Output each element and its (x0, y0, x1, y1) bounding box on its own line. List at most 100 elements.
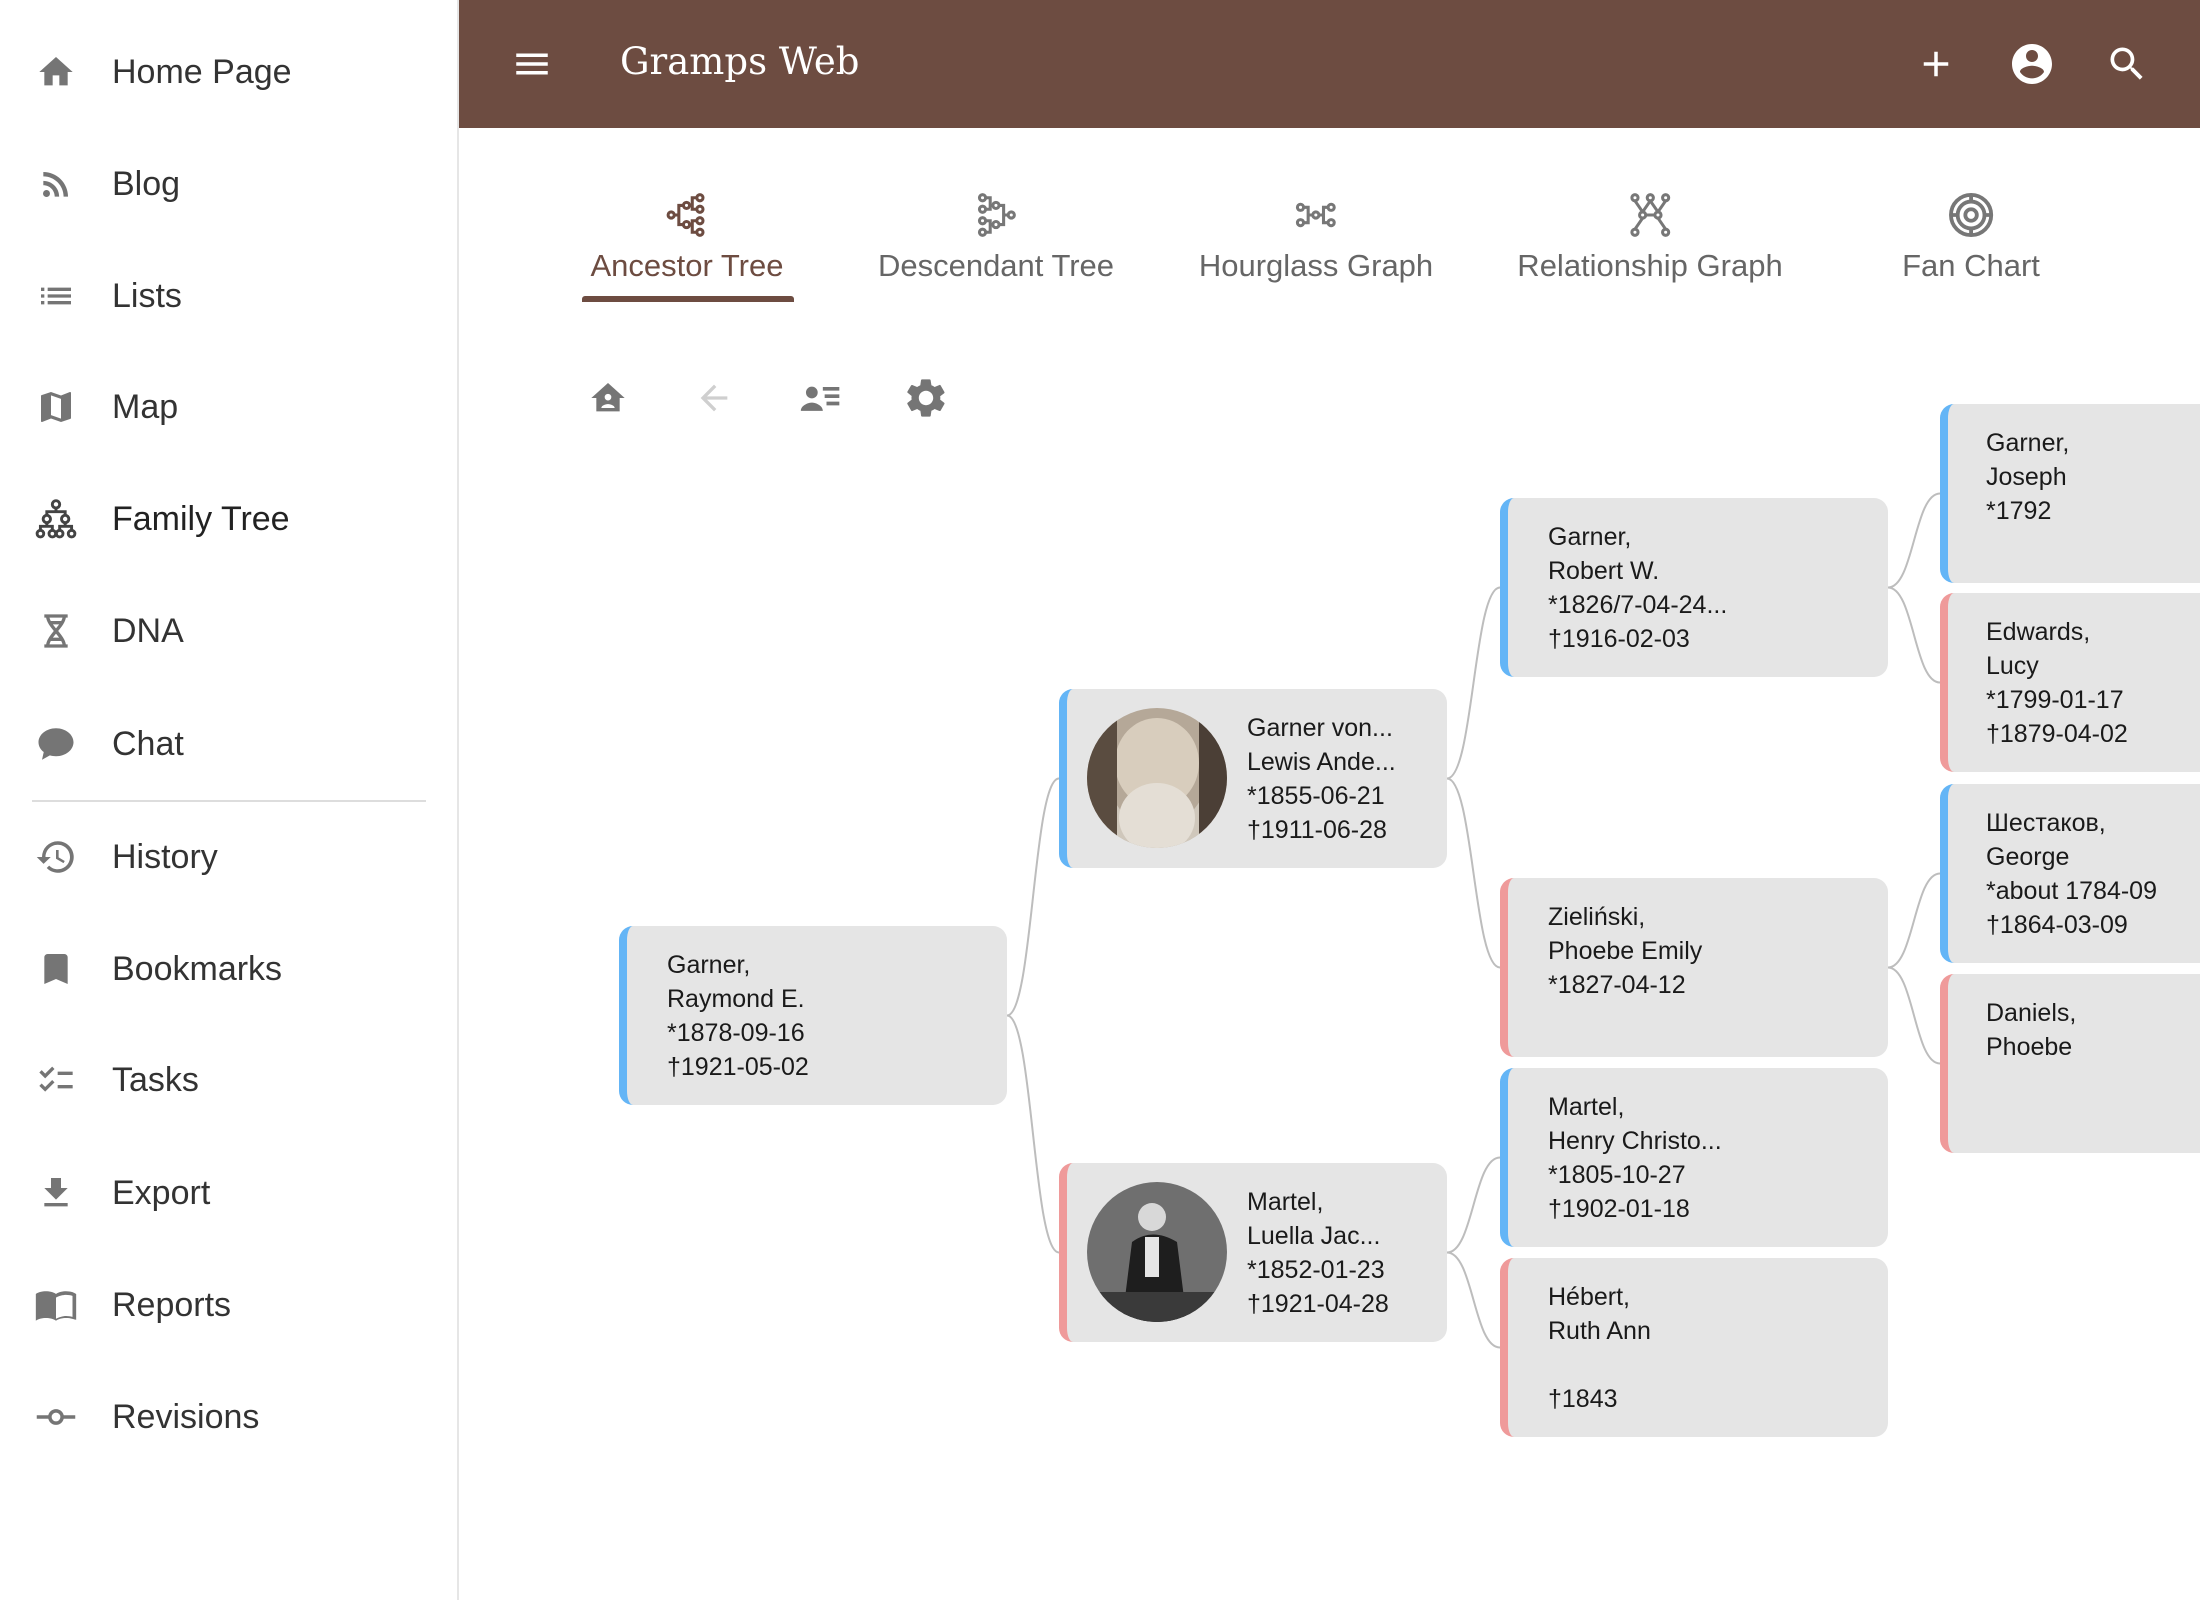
person-details: Daniels, Phoebe (1986, 996, 2076, 1132)
tab-label: Fan Chart (1902, 248, 2040, 283)
sidebar-divider (32, 800, 426, 802)
person-card[interactable]: Edwards, Lucy *1799-01-17 †1879-04-02 (1940, 593, 2200, 772)
parent-link (1006, 777, 1060, 1017)
person-given-name: Phoebe (1986, 1033, 2073, 1061)
list-icon (34, 274, 78, 318)
person-surname: Garner von... (1247, 714, 1393, 742)
history-icon (34, 835, 78, 879)
person-card[interactable]: Garner, Joseph *1792 (1940, 404, 2200, 583)
sidebar-item-lists[interactable]: Lists (0, 246, 457, 346)
sidebar-item-bookmarks[interactable]: Bookmarks (0, 919, 457, 1019)
book-icon (34, 1283, 78, 1327)
sidebar-item-home-page[interactable]: Home Page (0, 22, 457, 122)
person-birth: *1826/7-04-24... (1548, 591, 1728, 619)
sidebar-item-label: Home Page (112, 52, 292, 91)
sidebar-item-label: Family Tree (112, 499, 290, 538)
person-card[interactable]: Zieliński, Phoebe Emily *1827-04-12 (1500, 878, 1888, 1057)
search-icon[interactable] (2103, 40, 2151, 88)
person-birth (1548, 1348, 1651, 1382)
tasks-icon (34, 1058, 78, 1102)
person-details: Martel, Henry Christo... *1805-10-27 †1902-… (1548, 1090, 1722, 1226)
rss-icon (34, 162, 78, 206)
sidebar-item-label: Chat (112, 724, 184, 763)
chat-icon (34, 722, 78, 766)
parent-link (1887, 966, 1941, 1065)
person-surname: Martel, (1548, 1093, 1625, 1121)
person-surname: Garner, (1548, 523, 1632, 551)
person-death: †1911-06-28 (1247, 816, 1387, 844)
person-death: †1916-02-03 (1548, 625, 1690, 653)
back-arrow-icon[interactable] (690, 374, 738, 422)
home-icon (34, 50, 78, 94)
person-list-icon[interactable] (797, 374, 845, 422)
sidebar-item-dna[interactable]: DNA (0, 581, 457, 681)
tab-label: Descendant Tree (877, 248, 1115, 283)
tab-label: Ancestor Tree (590, 248, 784, 283)
person-death: †1921-04-28 (1247, 1290, 1389, 1318)
sidebar-item-reports[interactable]: Reports (0, 1255, 457, 1355)
person-birth: *1805-10-27 (1548, 1161, 1686, 1189)
sidebar-item-label: DNA (112, 611, 184, 650)
home-person-icon[interactable] (584, 374, 632, 422)
parent-link (1446, 1251, 1501, 1349)
person-card[interactable]: Martel, Henry Christo... *1805-10-27 †1902-… (1500, 1068, 1888, 1247)
person-death (1548, 1002, 1702, 1036)
person-card[interactable]: Daniels, Phoebe (1940, 974, 2200, 1153)
person-death: †1864-03-09 (1986, 911, 2128, 939)
sidebar-item-label: Lists (112, 276, 182, 315)
sidebar-item-chat[interactable]: Chat (0, 694, 457, 794)
parent-link (1887, 872, 1941, 969)
person-details: Edwards, Lucy *1799-01-17 †1879-04-02 (1986, 615, 2128, 751)
tab-ancestor-tree[interactable]: Ancestor Tree (590, 190, 784, 300)
person-death (1986, 528, 2069, 562)
person-photo (1087, 1182, 1227, 1322)
tab-fan-chart[interactable]: Fan Chart (1902, 190, 2040, 300)
person-given-name: Robert W. (1548, 557, 1660, 585)
person-card[interactable]: Martel, Luella Jac... *1852-01-23 †1921-04-… (1059, 1163, 1447, 1342)
tab-label: Hourglass Graph (1198, 248, 1434, 283)
sidebar-item-label: Revisions (112, 1397, 260, 1436)
tab-hourglass-graph[interactable]: Hourglass Graph (1199, 190, 1433, 300)
sidebar-item-blog[interactable]: Blog (0, 134, 457, 234)
person-given-name: Luella Jac... (1247, 1222, 1381, 1250)
hourglass-graph-icon (1199, 190, 1433, 240)
sidebar-item-tasks[interactable]: Tasks (0, 1030, 457, 1130)
sidebar-item-revisions[interactable]: Revisions (0, 1367, 457, 1467)
person-card[interactable]: Garner von... Lewis Ande... *1855-06-21 †19… (1059, 689, 1447, 868)
commit-icon (34, 1395, 78, 1439)
person-birth: *1855-06-21 (1247, 782, 1385, 810)
map-icon (34, 385, 78, 429)
tab-relationship-graph[interactable]: Relationship Graph (1517, 190, 1783, 300)
app-bar: Gramps Web (459, 0, 2200, 128)
person-surname: Zieliński, (1548, 903, 1646, 931)
menu-icon[interactable] (508, 40, 556, 88)
family-tree-icon (34, 497, 78, 541)
person-card[interactable]: Шестаков, George *about 1784-09 †1864-03-09 (1940, 784, 2200, 963)
person-birth: *1799-01-17 (1986, 686, 2124, 714)
sidebar-item-map[interactable]: Map (0, 357, 457, 457)
fan-chart-icon (1902, 190, 2040, 240)
person-card[interactable]: Garner, Raymond E. *1878-09-16 †1921-05-02 (619, 926, 1007, 1105)
sidebar-item-history[interactable]: History (0, 807, 457, 907)
person-death: †1902-01-18 (1548, 1195, 1690, 1223)
parent-link (1446, 1156, 1501, 1254)
descendant-tree-icon (878, 190, 1114, 240)
tab-descendant-tree[interactable]: Descendant Tree (878, 190, 1114, 300)
sidebar-item-family-tree[interactable]: Family Tree (0, 469, 457, 569)
person-card[interactable]: Garner, Robert W. *1826/7-04-24... †1916-02… (1500, 498, 1888, 677)
person-given-name: Lewis Ande... (1247, 748, 1396, 776)
person-surname: Шестаков, (1986, 809, 2106, 837)
sidebar-item-label: Blog (112, 164, 181, 203)
tab-label: Relationship Graph (1517, 248, 1783, 283)
person-details: Hébert, Ruth Ann †1843 (1548, 1280, 1651, 1416)
person-card[interactable]: Hébert, Ruth Ann †1843 (1500, 1258, 1888, 1437)
person-details: Martel, Luella Jac... *1852-01-23 †1921-04-… (1247, 1185, 1389, 1321)
account-icon[interactable] (2008, 40, 2056, 88)
add-icon[interactable] (1912, 40, 1960, 88)
settings-icon[interactable] (902, 374, 950, 422)
ancestor-tree-icon (591, 190, 784, 240)
sidebar-item-label: Reports (112, 1285, 232, 1324)
sidebar-item-export[interactable]: Export (0, 1143, 457, 1243)
person-surname: Martel, (1247, 1188, 1324, 1216)
person-details: Garner von... Lewis Ande... *1855-06-21 †19… (1247, 711, 1396, 847)
